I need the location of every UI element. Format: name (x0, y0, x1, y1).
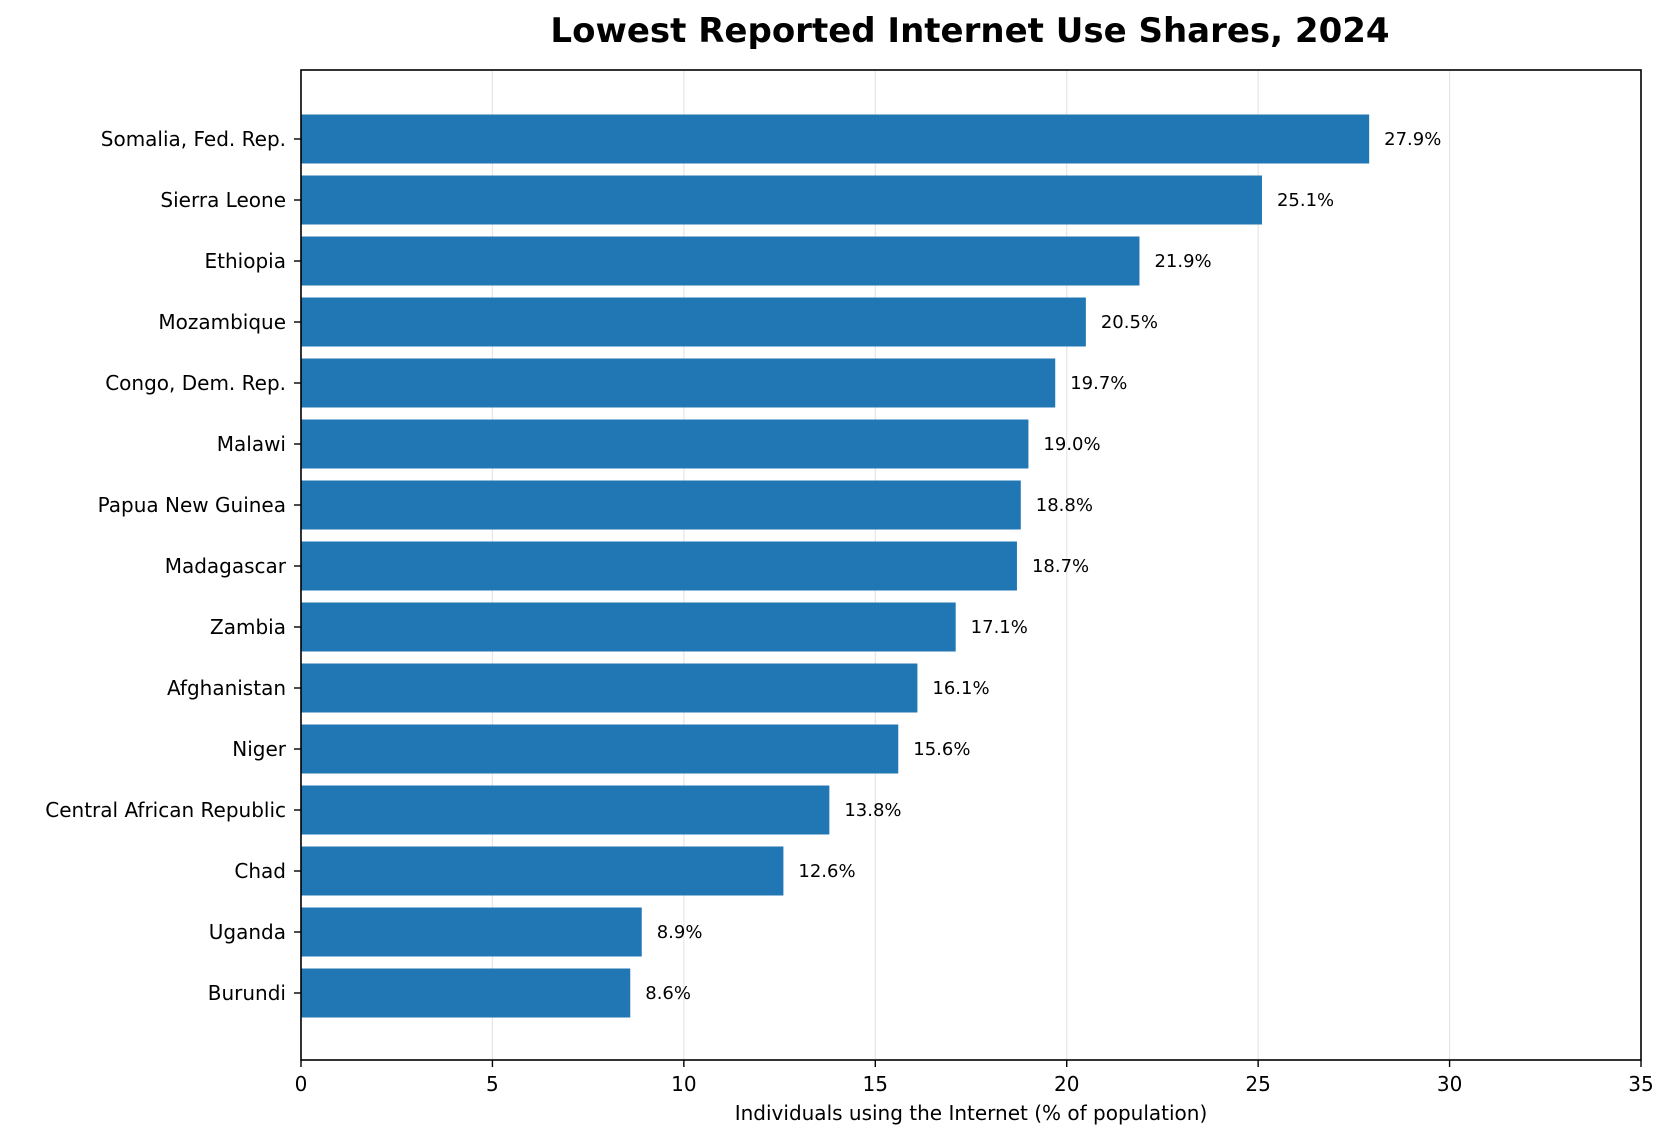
x-tick-label-0: 0 (295, 1072, 308, 1096)
data-label-13: 8.9% (657, 922, 703, 943)
data-label-12: 12.6% (798, 861, 855, 882)
bar-3 (301, 297, 1086, 347)
x-axis-label: Individuals using the Internet (% of pop… (735, 1101, 1208, 1125)
x-tick-label-2: 10 (671, 1072, 696, 1096)
bar-7 (301, 541, 1017, 591)
bar-13 (301, 907, 642, 957)
bar-6 (301, 480, 1021, 530)
x-tick-label-5: 25 (1245, 1072, 1270, 1096)
y-tick-label-8: Zambia (210, 615, 286, 639)
x-tick-label-4: 20 (1054, 1072, 1079, 1096)
data-labels: 27.9% 25.1% 21.9% 20.5% 19.7% 19.0% 18.8% 18.7%… (645, 129, 1441, 1004)
y-axis: Somalia, Fed. Rep. Sierra Leone Ethiopia Mo… (45, 127, 301, 1005)
x-tick-label-1: 5 (486, 1072, 499, 1096)
y-tick-label-5: Malawi (217, 432, 286, 456)
x-tick-label-6: 30 (1437, 1072, 1462, 1096)
data-label-4: 19.7% (1070, 373, 1127, 394)
plot-frame (300, 69, 1642, 1061)
y-tick-label-4: Congo, Dem. Rep. (105, 371, 286, 395)
y-tick-label-0: Somalia, Fed. Rep. (101, 127, 286, 151)
bar-1 (301, 175, 1262, 225)
bar-11 (301, 785, 830, 835)
bar-5 (301, 419, 1029, 469)
x-tick-label-3: 15 (863, 1072, 888, 1096)
bar-10 (301, 724, 899, 774)
y-tick-label-6: Papua New Guinea (98, 493, 286, 517)
data-label-8: 17.1% (971, 617, 1028, 638)
data-label-1: 25.1% (1277, 190, 1334, 211)
data-label-7: 18.7% (1032, 556, 1089, 577)
y-tick-label-2: Ethiopia (205, 249, 286, 273)
y-tick-label-10: Niger (232, 737, 287, 761)
y-tick-label-3: Mozambique (158, 310, 286, 334)
data-label-10: 15.6% (913, 739, 970, 760)
bar-0 (301, 114, 1370, 164)
y-tick-label-11: Central African Republic (45, 798, 286, 822)
bar-8 (301, 602, 956, 652)
data-label-5: 19.0% (1043, 434, 1100, 455)
y-tick-label-1: Sierra Leone (160, 188, 286, 212)
bars (301, 114, 1370, 1018)
y-tick-label-13: Uganda (209, 920, 286, 944)
x-axis: 0 5 10 15 20 25 30 35 (295, 1060, 1654, 1096)
data-label-3: 20.5% (1101, 312, 1158, 333)
data-label-6: 18.8% (1036, 495, 1093, 516)
y-tick-label-7: Madagascar (165, 554, 287, 578)
y-tick-label-14: Burundi (208, 981, 286, 1005)
bar-9 (301, 663, 918, 713)
chart-title: Lowest Reported Internet Use Shares, 202… (550, 11, 1389, 51)
bar-14 (301, 968, 631, 1018)
y-tick-label-12: Chad (234, 859, 286, 883)
x-tick-label-7: 35 (1628, 1072, 1653, 1096)
data-label-2: 21.9% (1154, 251, 1211, 272)
bar-12 (301, 846, 784, 896)
data-label-11: 13.8% (844, 800, 901, 821)
data-label-0: 27.9% (1384, 129, 1441, 150)
bar-4 (301, 358, 1056, 408)
data-label-9: 16.1% (932, 678, 989, 699)
data-label-14: 8.6% (645, 983, 691, 1004)
y-tick-label-9: Afghanistan (167, 676, 286, 700)
bar-2 (301, 236, 1140, 286)
